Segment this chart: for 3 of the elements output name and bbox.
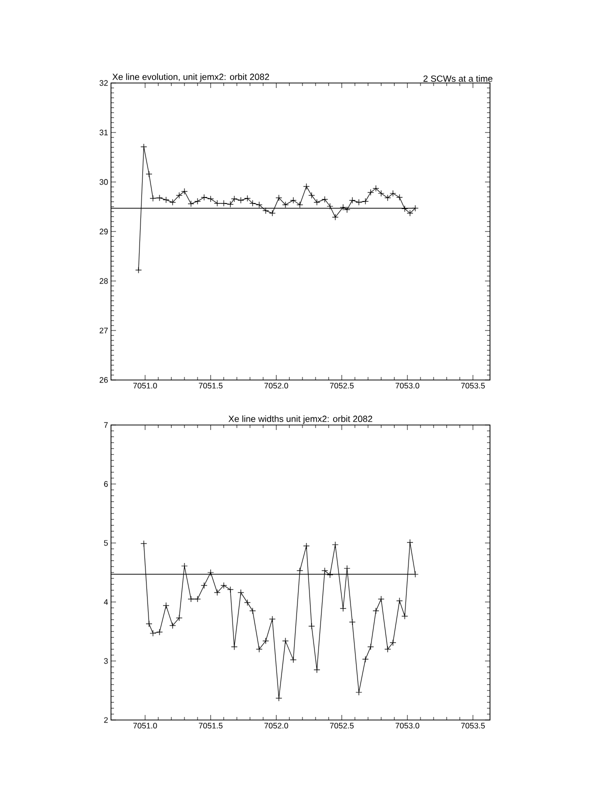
chart-subtitle: 2 SCWs at a time (423, 75, 492, 82)
chart-title: Xe line widths unit jemx2: orbit 2082 (228, 415, 372, 424)
chart-title: Xe line evolution, unit jemx2: orbit 2082 (112, 73, 270, 82)
